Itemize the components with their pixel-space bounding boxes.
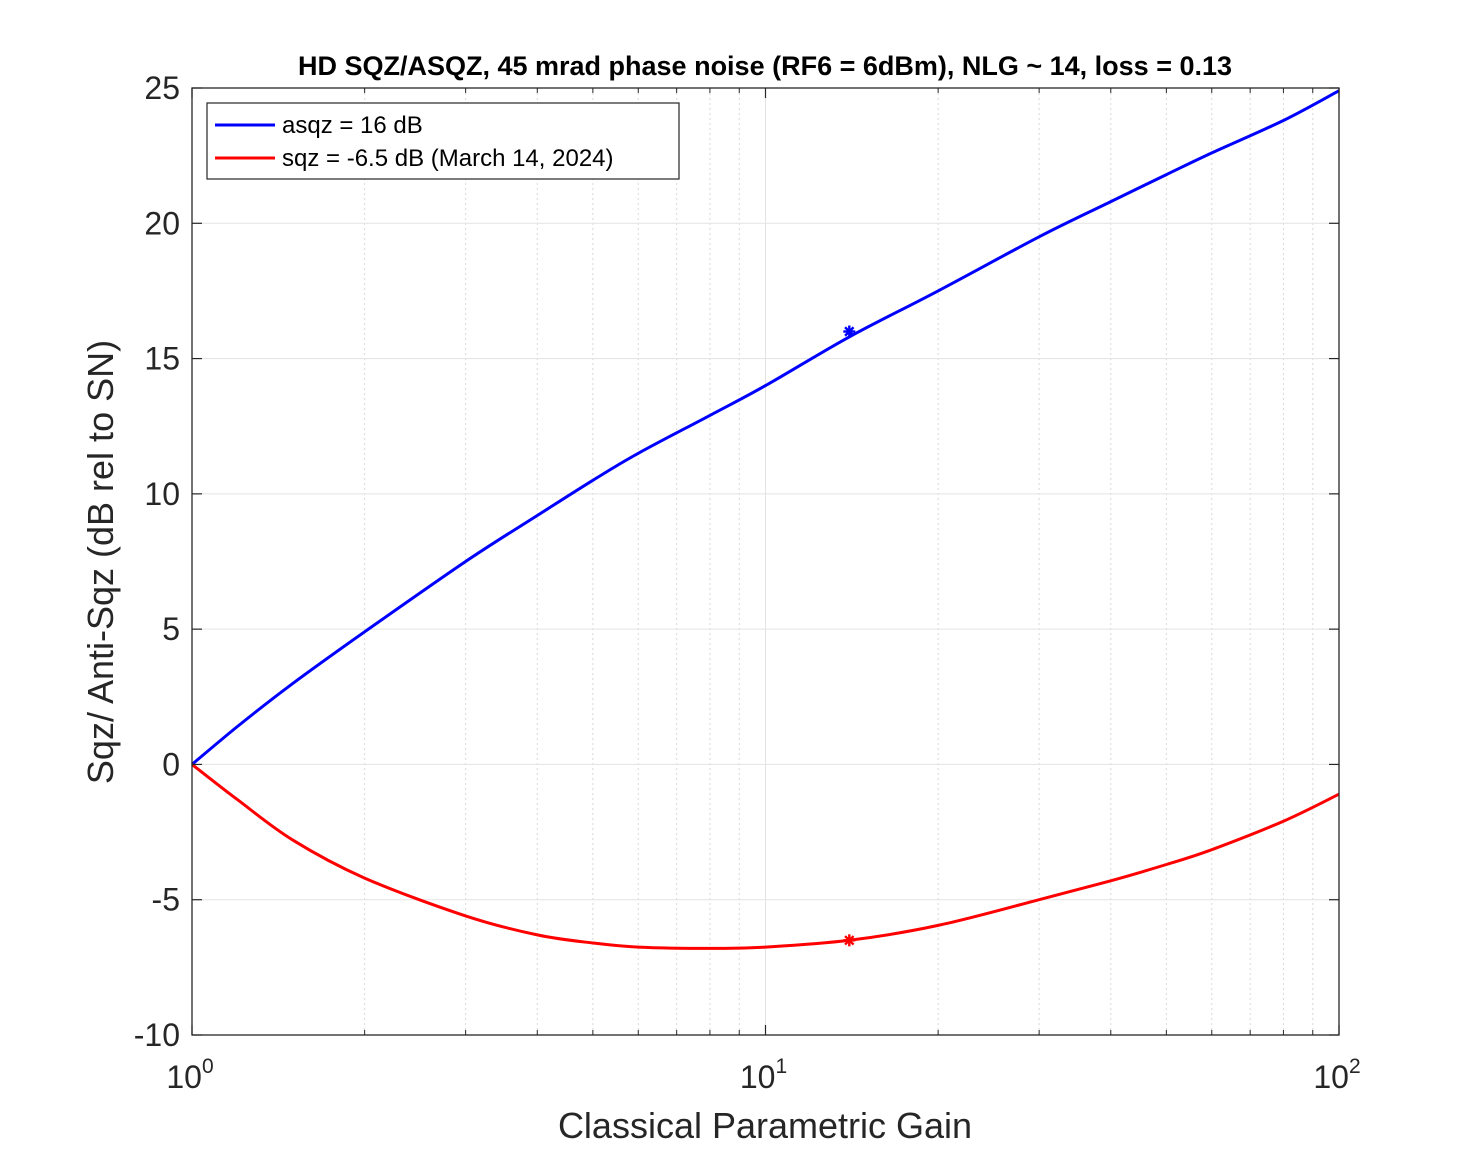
y-tick-label: 20	[144, 205, 180, 241]
marker-stroke	[844, 326, 855, 337]
x-axis-label: Classical Parametric Gain	[558, 1105, 972, 1146]
x-tick-base: 10	[1313, 1059, 1349, 1095]
legend: asqz = 16 dB sqz = -6.5 dB (March 14, 202…	[206, 102, 680, 180]
y-axis-label: Sqz/ Anti-Sqz (dB rel to SN)	[80, 340, 121, 784]
chart-title: HD SQZ/ASQZ, 45 mrad phase noise (RF6 = …	[298, 51, 1232, 81]
series-line	[191, 763, 1340, 950]
x-tick-exponent: 0	[202, 1055, 214, 1078]
y-tick-label: -10	[134, 1017, 180, 1053]
y-tick-label: 5	[162, 611, 180, 647]
y-tick-label: 15	[144, 341, 180, 377]
y-tick-label: -5	[152, 882, 180, 918]
x-tick-exponent: 1	[775, 1055, 787, 1078]
legend-box	[206, 102, 680, 180]
legend-label: sqz = -6.5 dB (March 14, 2024)	[282, 145, 614, 172]
series-line	[191, 89, 1340, 766]
x-tick-base: 10	[740, 1059, 776, 1095]
y-tick-label: 0	[162, 746, 180, 782]
marker-stroke	[844, 935, 855, 946]
data-marker	[843, 325, 856, 338]
x-tick-label: 101	[740, 1055, 787, 1095]
y-tick-label: 10	[144, 476, 180, 512]
x-tick-base: 10	[166, 1059, 202, 1095]
x-tick-exponent: 2	[1349, 1055, 1361, 1078]
legend-label: asqz = 16 dB	[282, 112, 423, 139]
x-tick-label: 102	[1313, 1055, 1360, 1095]
x-tick-label: 100	[166, 1055, 213, 1095]
y-tick-label: 25	[144, 70, 180, 106]
data-marker	[843, 934, 856, 947]
series-layer	[191, 89, 1340, 950]
